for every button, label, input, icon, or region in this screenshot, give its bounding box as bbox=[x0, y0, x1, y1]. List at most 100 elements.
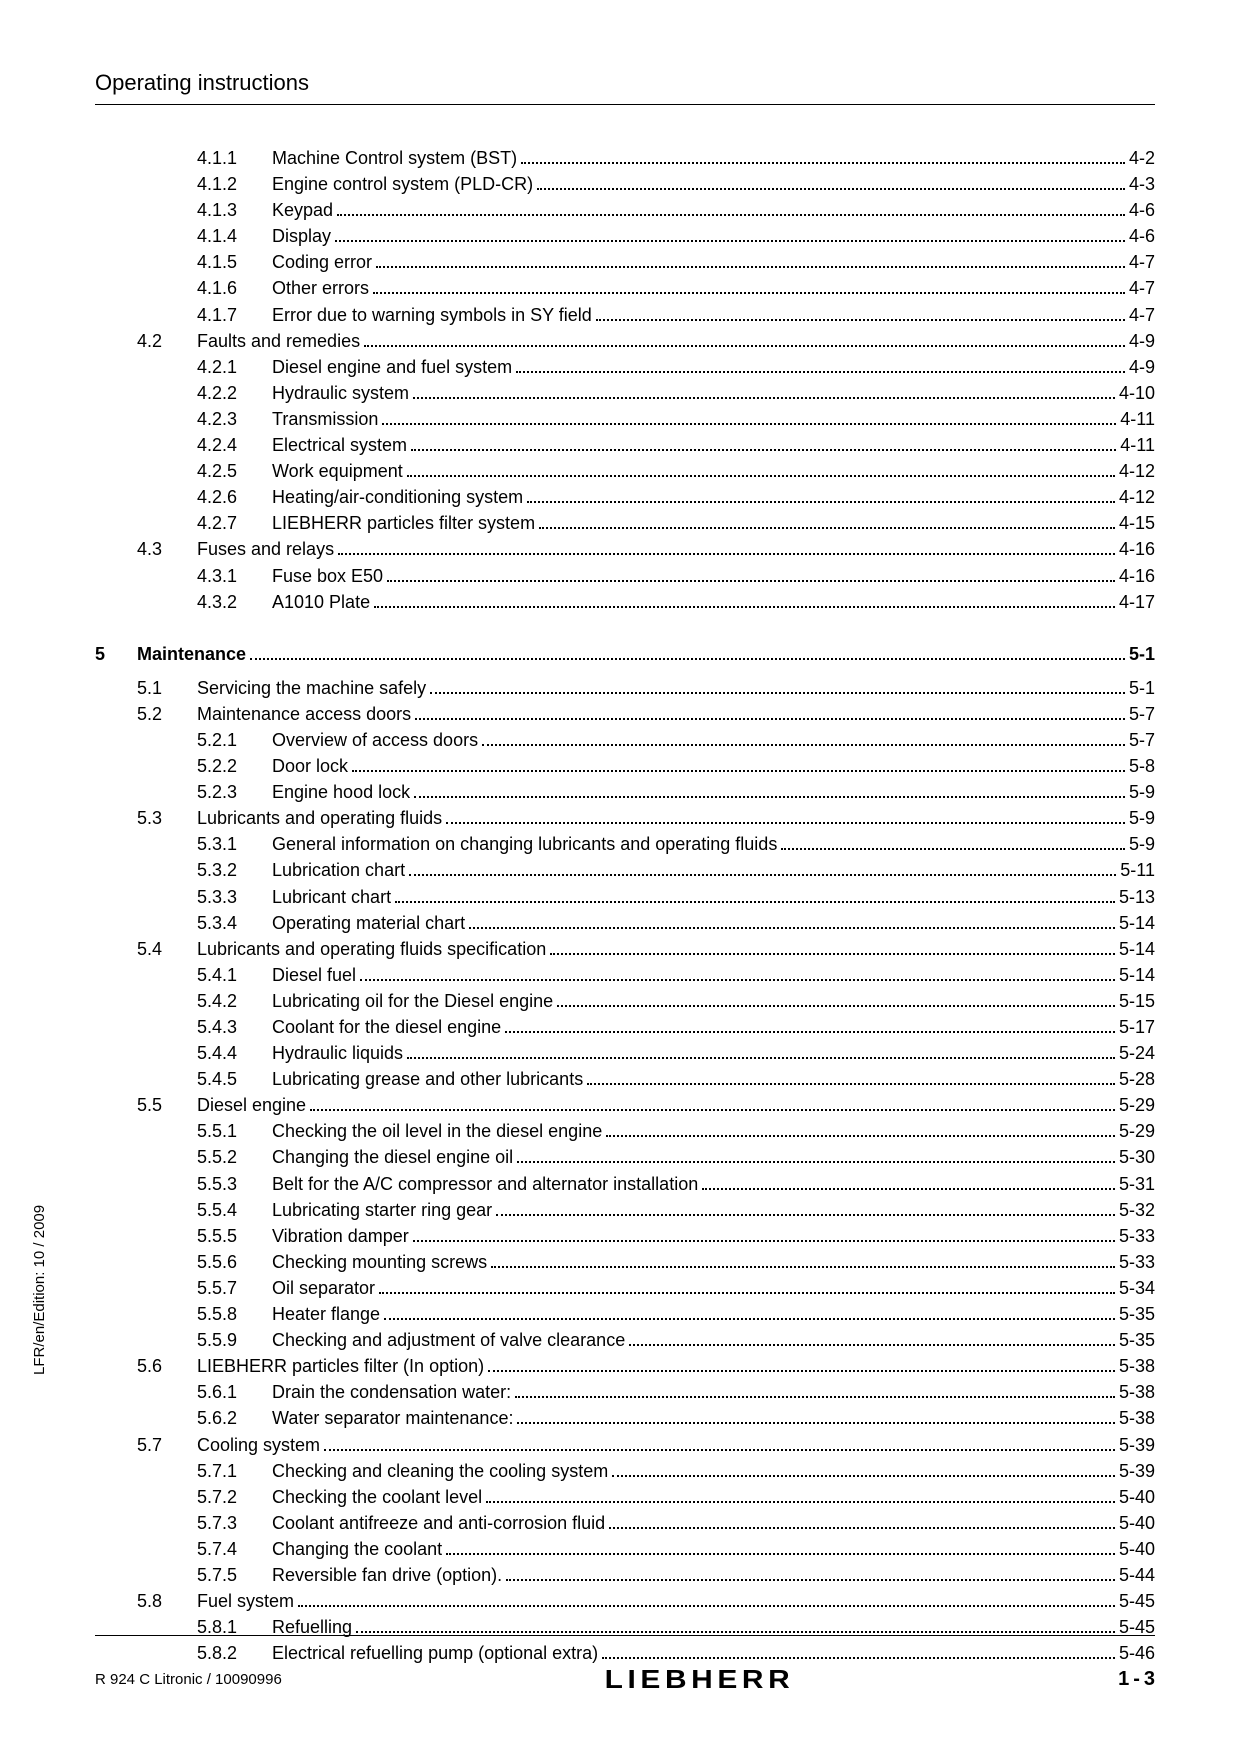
toc-leader-dots bbox=[486, 1501, 1115, 1503]
toc-page-ref: 5-38 bbox=[1119, 1353, 1155, 1379]
toc-title: Faults and remedies bbox=[197, 328, 360, 354]
toc-page-ref: 5-39 bbox=[1119, 1432, 1155, 1458]
toc-page-ref: 4-7 bbox=[1129, 249, 1155, 275]
toc-entry: 4.3Fuses and relays 4-16 bbox=[95, 536, 1155, 562]
page-footer: R 924 C Litronic / 10090996 LIEBHERR 1-3 bbox=[95, 1617, 1155, 1695]
toc-entry: 5Maintenance 5-1 bbox=[95, 641, 1155, 667]
toc-title: Fuse box E50 bbox=[272, 563, 383, 589]
toc-leader-dots bbox=[446, 822, 1125, 824]
toc-subsection-number: 5.5.9 bbox=[197, 1327, 272, 1353]
toc-title: Oil separator bbox=[272, 1275, 375, 1301]
toc-title: A1010 Plate bbox=[272, 589, 370, 615]
toc-leader-dots bbox=[298, 1605, 1115, 1607]
toc-title: General information on changing lubrican… bbox=[272, 831, 777, 857]
toc-title: Lubricants and operating fluids specific… bbox=[197, 936, 546, 962]
toc-title: Lubricating starter ring gear bbox=[272, 1197, 492, 1223]
toc-entry: 5.5.8Heater flange 5-35 bbox=[95, 1301, 1155, 1327]
toc-leader-dots bbox=[702, 1188, 1115, 1190]
toc-leader-dots bbox=[395, 901, 1115, 903]
toc-title: Coding error bbox=[272, 249, 372, 275]
toc-title: Diesel engine and fuel system bbox=[272, 354, 512, 380]
toc-title: Diesel fuel bbox=[272, 962, 356, 988]
toc-leader-dots bbox=[387, 580, 1115, 582]
toc-title: Transmission bbox=[272, 406, 378, 432]
toc-page-ref: 4-11 bbox=[1120, 406, 1155, 432]
toc-section-number: 5.2 bbox=[137, 701, 197, 727]
toc-subsection-number: 5.7.5 bbox=[197, 1562, 272, 1588]
toc-entry: 5.5.3Belt for the A/C compressor and alt… bbox=[95, 1171, 1155, 1197]
toc-entry: 5.2.2Door lock 5-8 bbox=[95, 753, 1155, 779]
toc-subsection-number: 5.5.6 bbox=[197, 1249, 272, 1275]
toc-subsection-number: 4.2.5 bbox=[197, 458, 272, 484]
toc-title: Lubricating grease and other lubricants bbox=[272, 1066, 583, 1092]
toc-title: Keypad bbox=[272, 197, 333, 223]
toc-title: Changing the diesel engine oil bbox=[272, 1144, 513, 1170]
toc-entry: 5.7.3Coolant antifreeze and anti-corrosi… bbox=[95, 1510, 1155, 1536]
toc-entry: 5.7.4Changing the coolant 5-40 bbox=[95, 1536, 1155, 1562]
toc-subsection-number: 4.2.3 bbox=[197, 406, 272, 432]
toc-entry: 4.1.2Engine control system (PLD-CR) 4-3 bbox=[95, 171, 1155, 197]
toc-title: Coolant for the diesel engine bbox=[272, 1014, 501, 1040]
toc-page-ref: 5-34 bbox=[1119, 1275, 1155, 1301]
toc-title: Checking the coolant level bbox=[272, 1484, 482, 1510]
toc-section-number: 4.3 bbox=[137, 536, 197, 562]
toc-title: Door lock bbox=[272, 753, 348, 779]
toc-title: Overview of access doors bbox=[272, 727, 478, 753]
toc-leader-dots bbox=[539, 527, 1115, 529]
toc-title: Fuses and relays bbox=[197, 536, 334, 562]
toc-title: Heating/air-conditioning system bbox=[272, 484, 523, 510]
toc-leader-dots bbox=[596, 319, 1125, 321]
toc-title: Work equipment bbox=[272, 458, 403, 484]
toc-page-ref: 5-33 bbox=[1119, 1249, 1155, 1275]
toc-entry: 4.1.7Error due to warning symbols in SY … bbox=[95, 302, 1155, 328]
toc-section-number: 5.5 bbox=[137, 1092, 197, 1118]
toc-leader-dots bbox=[407, 475, 1115, 477]
toc-entry: 5.4.4Hydraulic liquids 5-24 bbox=[95, 1040, 1155, 1066]
toc-entry: 4.1.5Coding error 4-7 bbox=[95, 249, 1155, 275]
toc-page-ref: 4-15 bbox=[1119, 510, 1155, 536]
toc-title: Display bbox=[272, 223, 331, 249]
toc-leader-dots bbox=[517, 1422, 1115, 1424]
toc-title: Changing the coolant bbox=[272, 1536, 442, 1562]
toc-leader-dots bbox=[411, 449, 1116, 451]
toc-leader-dots bbox=[360, 979, 1115, 981]
toc-subsection-number: 5.5.7 bbox=[197, 1275, 272, 1301]
toc-subsection-number: 5.2.3 bbox=[197, 779, 272, 805]
toc-title: Maintenance bbox=[137, 641, 246, 667]
toc-page-ref: 5-9 bbox=[1129, 779, 1155, 805]
toc-entry: 4.3.1Fuse box E50 4-16 bbox=[95, 563, 1155, 589]
toc-entry: 4.3.2A1010 Plate 4-17 bbox=[95, 589, 1155, 615]
toc-subsection-number: 5.4.2 bbox=[197, 988, 272, 1014]
toc-leader-dots bbox=[521, 162, 1125, 164]
footer-model-text: R 924 C Litronic / 10090996 bbox=[95, 1671, 282, 1688]
toc-page-ref: 4-2 bbox=[1129, 145, 1155, 171]
toc-subsection-number: 4.2.6 bbox=[197, 484, 272, 510]
toc-entry: 5.6.2Water separator maintenance: 5-38 bbox=[95, 1405, 1155, 1431]
toc-title: Other errors bbox=[272, 275, 369, 301]
toc-entry: 5.4.1Diesel fuel 5-14 bbox=[95, 962, 1155, 988]
toc-leader-dots bbox=[376, 266, 1125, 268]
toc-subsection-number: 5.5.4 bbox=[197, 1197, 272, 1223]
toc-subsection-number: 4.2.4 bbox=[197, 432, 272, 458]
toc-page-ref: 4-6 bbox=[1129, 197, 1155, 223]
toc-subsection-number: 4.1.6 bbox=[197, 275, 272, 301]
toc-subsection-number: 4.2.1 bbox=[197, 354, 272, 380]
toc-entry: 5.7.2Checking the coolant level 5-40 bbox=[95, 1484, 1155, 1510]
toc-title: Engine control system (PLD-CR) bbox=[272, 171, 533, 197]
toc-leader-dots bbox=[629, 1344, 1115, 1346]
toc-entry: 5.4.3Coolant for the diesel engine 5-17 bbox=[95, 1014, 1155, 1040]
toc-entry: 5.5.9Checking and adjustment of valve cl… bbox=[95, 1327, 1155, 1353]
toc-entry: 4.1.3Keypad 4-6 bbox=[95, 197, 1155, 223]
toc-title: Checking and cleaning the cooling system bbox=[272, 1458, 608, 1484]
toc-leader-dots bbox=[491, 1266, 1115, 1268]
toc-subsection-number: 4.1.5 bbox=[197, 249, 272, 275]
toc-page-ref: 5-35 bbox=[1119, 1327, 1155, 1353]
toc-entry: 5.6.1Drain the condensation water: 5-38 bbox=[95, 1379, 1155, 1405]
toc-entry: 5.5.5Vibration damper 5-33 bbox=[95, 1223, 1155, 1249]
toc-leader-dots bbox=[557, 1005, 1115, 1007]
toc-subsection-number: 5.7.2 bbox=[197, 1484, 272, 1510]
toc-subsection-number: 5.5.1 bbox=[197, 1118, 272, 1144]
toc-entry: 5.4Lubricants and operating fluids speci… bbox=[95, 936, 1155, 962]
toc-section-number: 4.2 bbox=[137, 328, 197, 354]
footer-logo: LIEBHERR bbox=[605, 1664, 795, 1695]
